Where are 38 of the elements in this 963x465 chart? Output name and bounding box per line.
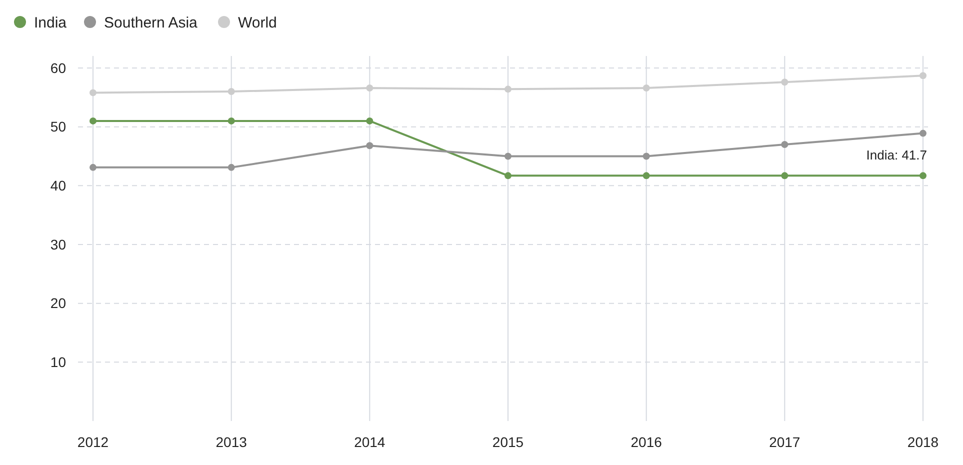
- point: [366, 117, 374, 124]
- point: [366, 142, 374, 150]
- point: [920, 72, 926, 80]
- x-tick-label: 2015: [492, 434, 524, 450]
- point: [504, 86, 512, 93]
- point: [90, 117, 96, 124]
- x-tick-label: 2012: [77, 434, 109, 450]
- point: [781, 140, 788, 148]
- y-tick-label: 20: [50, 295, 66, 312]
- point: [504, 172, 512, 180]
- legend-label: India: [34, 14, 68, 32]
- legend-label: World: [238, 14, 277, 32]
- point: [366, 84, 374, 92]
- point: [642, 152, 650, 160]
- point: [228, 164, 235, 171]
- point: [920, 172, 926, 180]
- point: [642, 172, 650, 180]
- x-tick-label: 2016: [630, 434, 662, 450]
- annotation: India: 41.7: [866, 148, 927, 163]
- point: [228, 88, 235, 96]
- y-tick-label: 10: [50, 354, 66, 370]
- point: [90, 164, 96, 171]
- x-tick-label: 2018: [907, 434, 939, 450]
- y-tick-label: 40: [50, 178, 66, 194]
- y-tick-label: 60: [50, 60, 66, 76]
- point: [781, 172, 788, 180]
- x-tick-label: 2014: [354, 434, 386, 450]
- point: [642, 84, 650, 92]
- point: [228, 117, 235, 124]
- point: [504, 152, 512, 160]
- y-tick-label: 30: [50, 236, 66, 252]
- legend-label: Southern Asia: [104, 14, 198, 32]
- x-tick-label: 2013: [216, 434, 248, 450]
- point: [90, 89, 96, 96]
- point: [781, 78, 788, 86]
- point: [920, 130, 926, 137]
- x-tick-label: 2017: [769, 434, 800, 450]
- y-tick-label: 50: [50, 118, 66, 135]
